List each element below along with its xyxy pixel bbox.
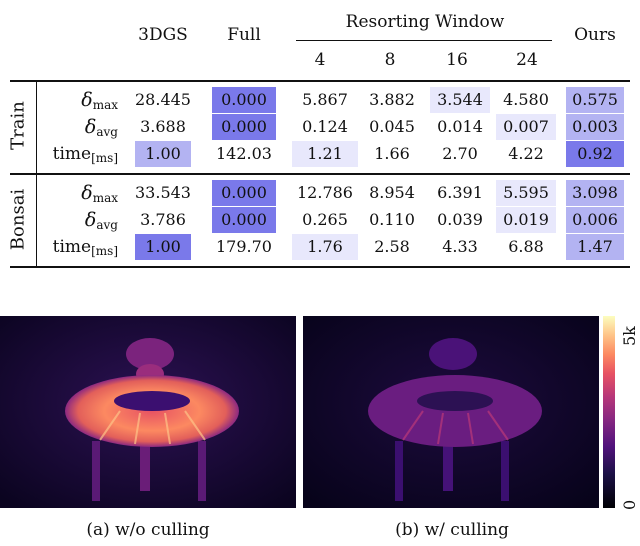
table-cell: 0.003 [566,114,624,140]
table-cell: 0.265 [292,207,358,233]
table-cell: 0.006 [566,207,624,233]
table-cell: 1.47 [566,234,624,260]
table-cell: 179.70 [212,234,276,260]
table-cell: 0.007 [496,114,556,140]
table-cell: 1.00 [135,234,191,260]
table-cell: 6.391 [430,180,490,206]
row-label-main: δ [81,182,93,204]
row-label-main: δ [84,116,97,138]
table-cell: 142.03 [212,141,276,167]
row-label-sub: avg [96,125,118,139]
header-full: Full [227,25,261,45]
row-label-main: δ [84,209,97,231]
table-cell: 0.110 [362,207,422,233]
table-cell: 5.867 [292,87,358,113]
row-label-main: time [52,144,92,164]
row-label: time[ms] [40,236,118,262]
row-label-sub: [ms] [91,151,118,165]
table-rule-header [10,80,630,82]
table-cell: 1.76 [292,234,358,260]
heatmap-a-svg [0,316,296,508]
table-cell: 0.039 [430,207,490,233]
table-cell: 3.098 [566,180,624,206]
table-cell: 12.786 [292,180,358,206]
group-label-bonsai: Bonsai [7,188,29,251]
table-cell: 2.58 [362,234,422,260]
header-resorting-window: Resorting Window [345,12,505,32]
table-cell: 4.33 [430,234,490,260]
table-cell: 1.00 [135,141,191,167]
tree-top-b [429,338,477,370]
caption-a: (a) w/o culling [86,520,210,540]
table-rule-bottom [10,266,630,268]
table-cell: 4.22 [496,141,556,167]
row-label-main: time [52,237,92,257]
table-cell: 0.019 [496,207,556,233]
resorting-window-rule [296,40,552,42]
table-cell: 0.92 [566,141,624,167]
row-label: time[ms] [40,143,118,169]
table-cell: 0.045 [362,114,422,140]
colorbar-max-label: 5k [620,326,639,346]
table-cell: 0.000 [212,87,276,113]
table-cell: 1.21 [292,141,358,167]
table-cell: 2.70 [430,141,490,167]
table-cell: 0.000 [212,180,276,206]
row-label-sub: avg [96,218,118,232]
caption-b: (b) w/ culling [395,520,509,540]
row-label: δavg [40,116,118,143]
table-cell: 3.688 [135,114,191,140]
stem-a [92,436,206,501]
header-ours: Ours [574,25,616,45]
colorbar-min-label: 0 [620,499,639,510]
header-window-24: 24 [516,50,538,70]
table-cell: 3.786 [135,207,191,233]
table-cell: 3.544 [430,87,490,113]
group-separator [36,80,38,266]
table-cell: 28.445 [135,87,191,113]
table-cell: 0.000 [212,207,276,233]
tree-top-a [126,338,174,370]
row-label: δmax [40,182,118,209]
group-label-train: Train [7,101,29,150]
header-3dgs: 3DGS [138,25,188,45]
row-label: δavg [40,209,118,236]
table-cell: 0.575 [566,87,624,113]
table-cell: 0.000 [212,114,276,140]
table-cell: 0.124 [292,114,358,140]
row-label-main: δ [81,89,93,111]
table-cell: 3.882 [362,87,422,113]
stem-b [395,436,509,501]
colorbar [603,316,615,508]
table-cell: 4.580 [496,87,556,113]
header-window-16: 16 [446,50,468,70]
header-window-4: 4 [314,50,326,70]
row-label-sub: max [92,98,118,112]
heatmap-with-culling [303,316,599,508]
table-cell: 8.954 [362,180,422,206]
table-cell: 5.595 [496,180,556,206]
table-cell: 33.543 [135,180,191,206]
table-rule-middle [10,173,630,175]
row-label-sub: [ms] [91,244,118,258]
header-window-8: 8 [384,50,396,70]
table-cell: 6.88 [496,234,556,260]
row-label-sub: max [92,191,118,205]
table-cell: 1.66 [362,141,422,167]
heatmap-without-culling [0,316,296,508]
results-table: 3DGS Full Resorting Window Ours 4 8 16 2… [7,12,630,268]
heatmap-b-svg [303,316,599,508]
row-label: δmax [40,89,118,116]
table-cell: 0.014 [430,114,490,140]
